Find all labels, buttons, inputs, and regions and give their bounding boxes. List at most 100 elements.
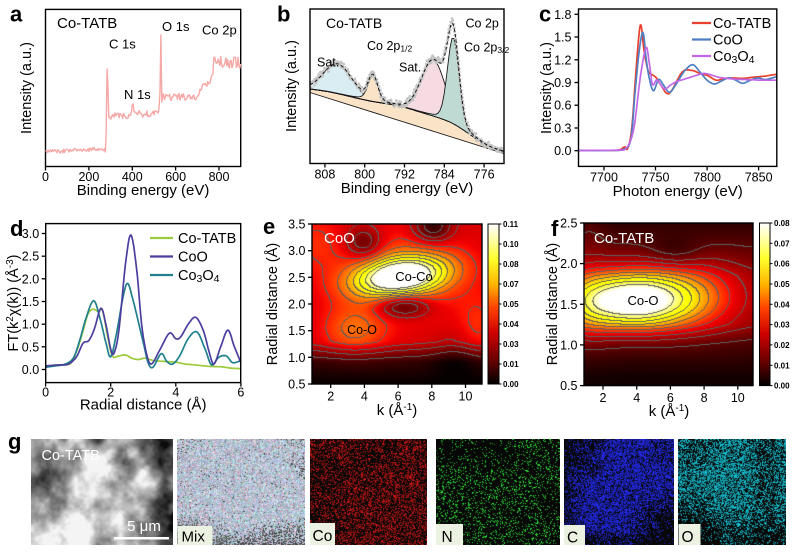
svg-text:0.01: 0.01 — [503, 360, 519, 369]
svg-text:600: 600 — [165, 170, 186, 184]
svg-text:7850: 7850 — [745, 170, 773, 184]
svg-text:6: 6 — [237, 386, 244, 400]
svg-text:FT(k2χ(k)) (Å-3): FT(k2χ(k)) (Å-3) — [5, 255, 22, 352]
svg-text:b: b — [277, 2, 290, 27]
svg-text:10: 10 — [459, 390, 473, 404]
svg-text:0.08: 0.08 — [503, 260, 519, 269]
svg-text:Radial distance (Å): Radial distance (Å) — [264, 243, 281, 366]
svg-text:Co 2p3/2: Co 2p3/2 — [464, 41, 509, 56]
svg-text:2.0: 2.0 — [288, 298, 305, 312]
svg-text:a: a — [10, 2, 23, 27]
svg-text:1.2: 1.2 — [554, 53, 571, 67]
svg-text:Mix: Mix — [182, 529, 206, 546]
svg-text:800: 800 — [354, 168, 375, 182]
svg-text:0.04: 0.04 — [774, 300, 790, 309]
svg-text:CoO: CoO — [713, 33, 743, 49]
svg-text:k (Å-1): k (Å-1) — [649, 403, 690, 420]
svg-text:0.07: 0.07 — [503, 280, 519, 289]
svg-text:1.5: 1.5 — [288, 324, 305, 338]
svg-text:2: 2 — [327, 390, 334, 404]
svg-text:6: 6 — [395, 390, 402, 404]
svg-text:7800: 7800 — [693, 170, 721, 184]
svg-text:0.03: 0.03 — [774, 321, 790, 330]
svg-text:0.05: 0.05 — [774, 280, 790, 289]
svg-text:O 1s: O 1s — [162, 19, 190, 34]
svg-text:784: 784 — [434, 168, 455, 182]
svg-text:N 1s: N 1s — [124, 87, 151, 102]
svg-text:1.8: 1.8 — [554, 8, 571, 22]
svg-text:Co-TATB: Co-TATB — [594, 230, 654, 247]
svg-text:3.0: 3.0 — [22, 227, 39, 241]
svg-text:2.5: 2.5 — [22, 250, 39, 264]
svg-text:Co3O4: Co3O4 — [713, 49, 755, 66]
svg-text:1.5: 1.5 — [560, 298, 577, 312]
svg-text:0.00: 0.00 — [503, 380, 519, 389]
svg-text:3.0: 3.0 — [288, 244, 305, 258]
svg-text:4: 4 — [172, 386, 179, 400]
svg-text:Intensity (a.u.): Intensity (a.u.) — [284, 40, 300, 132]
svg-text:1.5: 1.5 — [554, 31, 571, 45]
svg-text:Co 2p1/2: Co 2p1/2 — [367, 39, 412, 54]
svg-text:C 1s: C 1s — [109, 37, 136, 52]
svg-text:0: 0 — [42, 386, 49, 400]
svg-text:0.07: 0.07 — [774, 239, 790, 248]
svg-text:0.04: 0.04 — [503, 320, 519, 329]
svg-text:Binding energy (eV): Binding energy (eV) — [341, 180, 474, 197]
svg-text:7700: 7700 — [590, 170, 618, 184]
svg-text:5 μm: 5 μm — [127, 518, 161, 535]
svg-text:Radial distance (Å): Radial distance (Å) — [544, 243, 561, 366]
svg-text:d: d — [10, 216, 23, 241]
svg-text:2: 2 — [600, 391, 607, 405]
svg-text:0.0: 0.0 — [22, 363, 39, 377]
svg-text:7750: 7750 — [642, 170, 670, 184]
svg-text:Co-TATB: Co-TATB — [42, 448, 100, 464]
svg-text:0: 0 — [42, 170, 49, 184]
svg-text:Sat.: Sat. — [317, 56, 339, 70]
svg-text:Co-Co: Co-Co — [395, 269, 433, 284]
svg-text:Co-TATB: Co-TATB — [713, 16, 771, 32]
svg-text:0.5: 0.5 — [22, 340, 39, 354]
svg-text:C: C — [567, 530, 578, 547]
svg-text:g: g — [8, 429, 21, 454]
svg-text:Co 2p: Co 2p — [202, 23, 237, 38]
svg-text:0.05: 0.05 — [503, 300, 519, 309]
svg-text:Co-O: Co-O — [347, 323, 377, 337]
svg-text:Sat.: Sat. — [399, 61, 421, 75]
svg-text:0.3: 0.3 — [554, 121, 571, 135]
svg-text:2.0: 2.0 — [560, 257, 577, 271]
svg-text:Co-O: Co-O — [627, 293, 658, 308]
svg-text:2.5: 2.5 — [288, 271, 305, 285]
svg-text:Co-TATB: Co-TATB — [326, 15, 382, 31]
svg-text:k (Å-1): k (Å-1) — [377, 402, 418, 419]
svg-text:0.03: 0.03 — [503, 340, 519, 349]
svg-text:0.01: 0.01 — [774, 361, 790, 370]
svg-text:1.0: 1.0 — [22, 318, 39, 332]
svg-text:792: 792 — [394, 168, 415, 182]
svg-text:Co-TATB: Co-TATB — [178, 231, 236, 247]
svg-text:2.5: 2.5 — [560, 217, 577, 231]
svg-text:0.5: 0.5 — [288, 378, 305, 392]
svg-text:O: O — [682, 529, 694, 546]
svg-text:0.06: 0.06 — [774, 260, 790, 269]
svg-text:808: 808 — [314, 168, 335, 182]
svg-text:3.5: 3.5 — [288, 218, 305, 232]
svg-text:4: 4 — [361, 390, 368, 404]
svg-text:0.5: 0.5 — [560, 379, 577, 393]
svg-text:Co-TATB: Co-TATB — [57, 15, 117, 32]
svg-text:CoO: CoO — [178, 250, 208, 266]
svg-text:776: 776 — [474, 168, 495, 182]
svg-text:1.0: 1.0 — [288, 351, 305, 365]
svg-text:CoO: CoO — [324, 230, 355, 247]
svg-text:0.11: 0.11 — [503, 220, 519, 229]
svg-text:200: 200 — [78, 170, 99, 184]
svg-text:0.10: 0.10 — [503, 240, 519, 249]
svg-text:0.6: 0.6 — [554, 99, 571, 113]
svg-text:Intensity (a.u.): Intensity (a.u.) — [539, 42, 555, 134]
svg-text:10: 10 — [731, 391, 745, 405]
svg-text:Photon energy (eV): Photon energy (eV) — [613, 183, 743, 200]
svg-text:f: f — [551, 216, 559, 241]
svg-text:800: 800 — [209, 170, 230, 184]
svg-text:8: 8 — [701, 391, 708, 405]
svg-text:6: 6 — [667, 391, 674, 405]
svg-text:0.9: 0.9 — [554, 76, 571, 90]
